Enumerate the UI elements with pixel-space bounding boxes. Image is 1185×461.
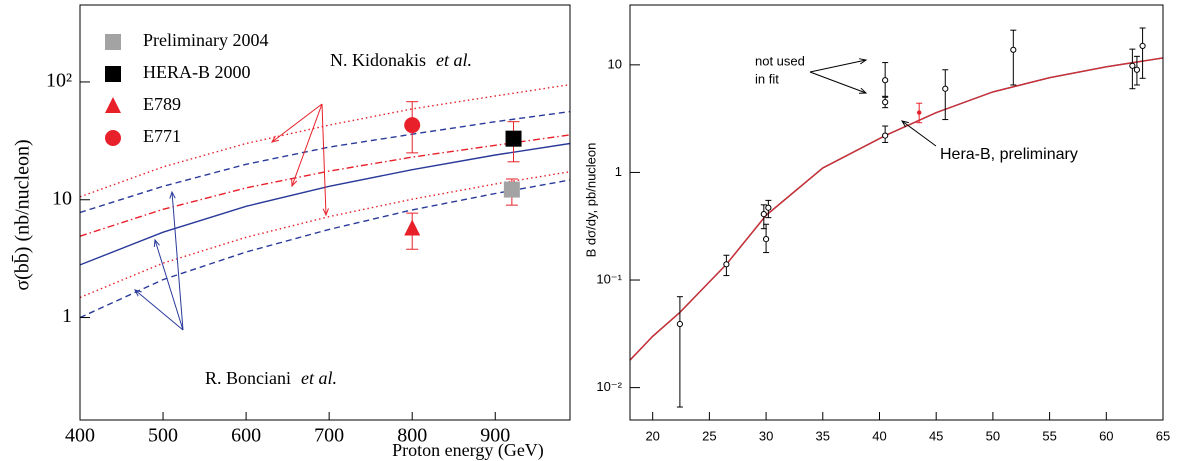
y-axis-label: σ(bb̄) (nb/nucleon) [11, 139, 33, 290]
x-axis-label: Proton energy (GeV) [392, 440, 544, 461]
arrow-head [900, 120, 909, 128]
arrow-head [858, 87, 868, 94]
marker [404, 117, 421, 134]
marker [503, 181, 520, 198]
marker [916, 110, 922, 115]
curve [79, 83, 571, 198]
x-tick-label: 55 [1042, 428, 1056, 443]
chart: 400 500 600 700 800 900 1 10 10² σ(bb̄) (nb/nucle… [11, 4, 571, 461]
marker [505, 130, 522, 147]
x-tick-label: 40 [872, 428, 886, 443]
x-tick-label: 400 [65, 425, 95, 447]
annotation: R. Bonciani [205, 368, 291, 388]
marker [1139, 42, 1146, 50]
x-tick-label: 25 [702, 428, 716, 443]
y-tick-label: 10² [46, 70, 72, 92]
error-bar [942, 69, 949, 121]
curve [79, 110, 571, 214]
marker [882, 132, 889, 139]
y-tick-label: 10⁻¹ [596, 271, 622, 286]
legend-marker [105, 97, 121, 113]
marker [404, 219, 421, 236]
legend-marker [105, 34, 121, 50]
arrow-head [270, 135, 279, 143]
curve [629, 57, 1164, 361]
marker [765, 204, 772, 211]
error-bar [1010, 29, 1017, 86]
x-tick-label: 45 [929, 428, 943, 443]
marker [882, 77, 889, 84]
curve [79, 134, 571, 237]
marker [676, 320, 683, 328]
arrow-head [859, 58, 868, 65]
x-tick-label: 50 [986, 428, 1000, 443]
annotation-arrow [171, 191, 184, 331]
annotation-arrow [809, 71, 867, 94]
annotation-emphasis: et al. [301, 368, 337, 388]
marker [723, 261, 730, 268]
marker [1129, 62, 1136, 69]
annotation: not used [755, 53, 805, 68]
annotation-arrow [321, 103, 327, 216]
plot-frame [629, 4, 1164, 421]
annotation: N. Kidonakis [330, 50, 426, 70]
curve [79, 179, 571, 319]
marker [942, 85, 949, 92]
annotation-arrow [901, 120, 937, 147]
chart: 20 25 30 35 40 45 50 55 60 65 10⁻² 10⁻¹ 1 10 B dσ/dy, … [583, 4, 1170, 443]
annotation-arrow [154, 239, 184, 331]
legend-label: Preliminary 2004 [143, 30, 268, 50]
legend-marker [105, 66, 121, 82]
error-bar [676, 296, 683, 408]
x-tick-label: 30 [759, 428, 773, 443]
x-tick-label: 700 [314, 425, 344, 447]
curve [79, 142, 571, 266]
error-bar [1139, 27, 1146, 79]
plot-frame [79, 4, 571, 421]
annotation-arrow [134, 289, 184, 331]
x-tick-label: 500 [148, 425, 178, 447]
arrow-head [322, 208, 329, 217]
marker [760, 210, 767, 218]
y-tick-label: 10⁻² [596, 379, 622, 394]
x-tick-label: 65 [1156, 428, 1170, 443]
error-bar [1129, 48, 1136, 90]
arrow-head [291, 178, 298, 188]
marker [762, 236, 770, 243]
legend-label: E771 [143, 126, 181, 146]
annotation-arrow [809, 59, 867, 73]
marker [882, 99, 889, 106]
y-tick-label: 1 [615, 164, 622, 179]
y-tick-label: 10 [52, 187, 72, 209]
arrow-head [169, 190, 176, 199]
annotation-arrow [291, 103, 323, 187]
arrow-head [134, 289, 142, 297]
annotation-emphasis: et al. [436, 50, 472, 70]
x-tick-label: 600 [231, 425, 261, 447]
marker [1133, 66, 1141, 73]
arrow-head [153, 238, 160, 248]
legend-marker [105, 130, 121, 146]
x-tick-label: 900 [480, 425, 510, 447]
x-tick-label: 800 [397, 425, 427, 447]
annotation: Hera-B, preliminary [940, 146, 1078, 163]
y-tick-label: 1 [62, 305, 72, 327]
x-tick-label: 20 [645, 428, 659, 443]
curve [79, 171, 571, 299]
annotation: in fit [755, 71, 779, 86]
marker [1010, 46, 1017, 53]
x-tick-label: 35 [816, 428, 830, 443]
annotation-arrow [271, 103, 323, 143]
y-axis-label: B dσ/dy, pb/nucleon [583, 143, 598, 258]
curve [629, 57, 1164, 361]
legend-label: HERA-B 2000 [143, 62, 251, 82]
x-tick-label: 60 [1099, 428, 1113, 443]
y-tick-label: 10 [608, 56, 622, 71]
legend-label: E789 [143, 94, 181, 114]
